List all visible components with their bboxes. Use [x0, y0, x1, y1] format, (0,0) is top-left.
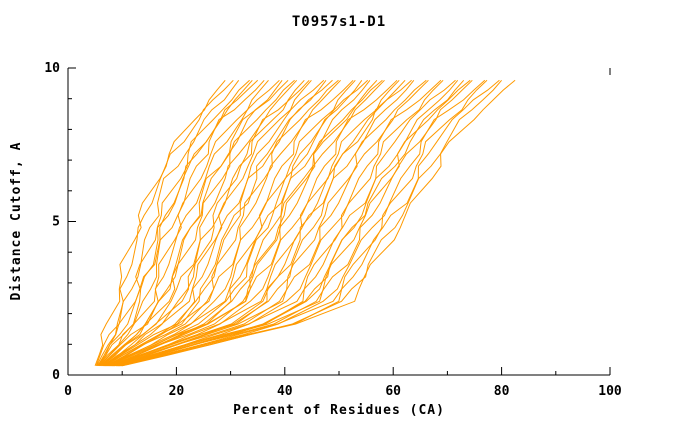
curve-line: [94, 79, 226, 366]
curve-line: [113, 79, 415, 367]
x-tick-label: 20: [169, 384, 185, 399]
y-tick-label: 5: [52, 215, 60, 230]
curve-line: [109, 79, 383, 367]
x-tick-label: 0: [64, 384, 72, 399]
curve-line: [103, 79, 312, 367]
curve-line: [102, 79, 305, 367]
curve-line: [110, 79, 378, 367]
curve-line: [96, 80, 240, 367]
x-tick-label: 100: [598, 384, 622, 399]
x-tick-label: 40: [277, 384, 293, 399]
curve-line: [112, 79, 406, 367]
x-tick-label: 80: [494, 384, 510, 399]
curve-line: [111, 79, 400, 367]
curve-line: [105, 79, 333, 367]
curve-line: [119, 79, 488, 367]
curve-line: [96, 79, 250, 367]
curve-line: [113, 79, 427, 367]
chart-title: T0957s1-D1: [291, 14, 387, 30]
curve-line: [104, 79, 325, 367]
curve-line: [116, 79, 456, 367]
curve-line: [116, 79, 444, 367]
x-axis-label: Percent of Residues (CA): [233, 403, 445, 418]
curve-line: [117, 79, 465, 367]
curve-line: [97, 79, 259, 367]
curve-line: [106, 79, 354, 367]
curve-line: [119, 79, 486, 367]
y-tick-label: 10: [44, 61, 60, 76]
curve-line: [101, 79, 295, 367]
curve-line: [97, 79, 253, 367]
curve-line: [95, 79, 234, 366]
y-tick-label: 0: [52, 368, 60, 383]
curve-line: [114, 79, 429, 367]
curve-line: [111, 79, 398, 367]
curve-line: [102, 79, 310, 367]
curve-line: [115, 79, 442, 367]
curve-line: [122, 79, 516, 367]
curve-line: [106, 79, 341, 367]
curve-line: [107, 80, 363, 367]
curve-line: [98, 79, 265, 367]
x-tick-label: 60: [385, 384, 401, 399]
curve-line: [100, 79, 289, 367]
curve-line: [107, 79, 356, 367]
curve-line: [110, 79, 385, 367]
curve-line: [99, 79, 280, 367]
curve-line: [118, 79, 473, 367]
